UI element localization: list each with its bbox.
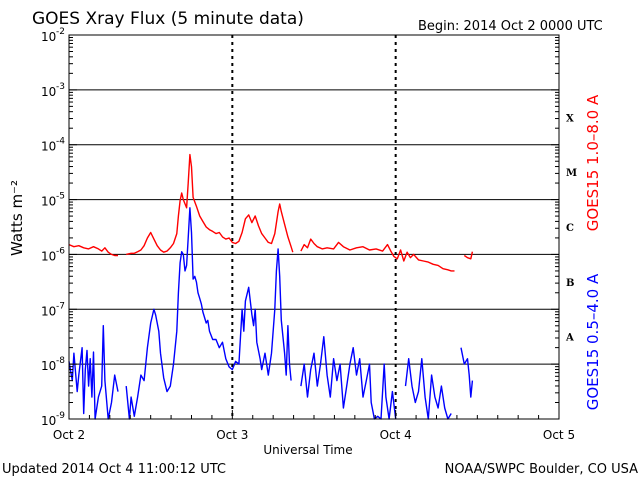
x-tick-label: Oct 5: [543, 428, 575, 442]
y-tick-label: 10: [41, 140, 56, 154]
y-tick-label: 10: [41, 195, 56, 209]
flare-class-label: B: [566, 278, 574, 289]
flare-class-label: M: [566, 168, 577, 179]
y-tick-exponent: -5: [56, 192, 65, 202]
y-tick-label: 10: [41, 359, 56, 373]
begin-label: Begin: 2014 Oct 2 0000 UTC: [418, 19, 603, 34]
y-tick-label: 10: [41, 249, 56, 263]
x-tick-label: Oct 4: [380, 428, 412, 442]
y-tick-exponent: -9: [56, 411, 65, 421]
y-tick-exponent: -8: [56, 356, 65, 366]
flare-class-label: C: [566, 223, 574, 234]
legend-short-channel: GOES15 0.5–4.0 A: [584, 273, 602, 410]
y-tick-exponent: -4: [56, 137, 65, 147]
x-tick-label: Oct 3: [216, 428, 248, 442]
axis-layer: [68, 34, 560, 420]
y-tick-label: 10: [41, 30, 56, 44]
y-tick-label: 10: [41, 85, 56, 99]
y-tick-label: 10: [41, 414, 56, 428]
y-tick-exponent: -7: [56, 301, 65, 311]
series-line-short-channel: [68, 207, 474, 420]
y-tick-exponent: -6: [56, 246, 65, 256]
series-line-long-channel: [68, 153, 474, 272]
y-axis-title: Watts m⁻²: [8, 180, 26, 256]
credit-label: NOAA/SWPC Boulder, CO USA: [445, 462, 638, 477]
flare-class-label: A: [565, 333, 574, 344]
legend-long-channel: GOES15 1.0–8.0 A: [584, 94, 602, 231]
grid-layer: [69, 35, 559, 419]
chart-title: GOES Xray Flux (5 minute data): [32, 9, 304, 29]
flare-class-label: X: [566, 113, 574, 124]
updated-label: Updated 2014 Oct 4 11:00:12 UTC: [2, 462, 226, 477]
y-tick-exponent: -3: [56, 82, 65, 92]
x-axis-title: Universal Time: [263, 443, 352, 457]
y-tick-label: 10: [41, 304, 56, 318]
x-tick-label: Oct 2: [53, 428, 85, 442]
y-tick-exponent: -2: [56, 27, 65, 37]
series-layer: [68, 153, 474, 420]
